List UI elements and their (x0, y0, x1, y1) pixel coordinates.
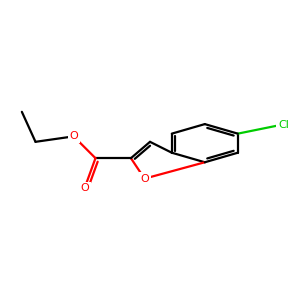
Text: Cl: Cl (278, 121, 289, 130)
Text: O: O (140, 174, 149, 184)
Text: O: O (69, 131, 78, 141)
Text: O: O (80, 183, 89, 193)
